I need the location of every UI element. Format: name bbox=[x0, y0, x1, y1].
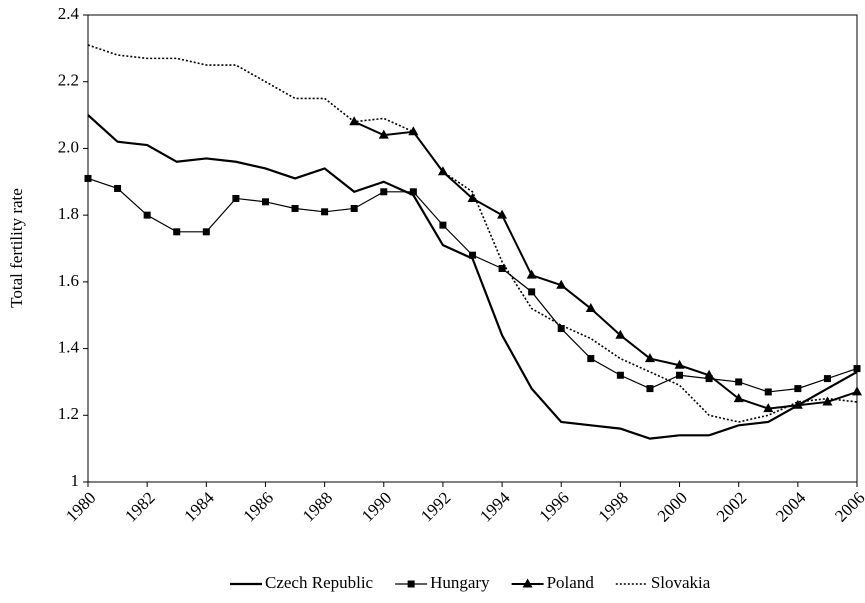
marker bbox=[114, 184, 122, 192]
marker bbox=[321, 208, 329, 216]
x-tick-label: 2004 bbox=[772, 488, 810, 526]
marker bbox=[644, 353, 655, 363]
y-tick-label: 1.6 bbox=[58, 271, 79, 290]
marker bbox=[557, 325, 565, 333]
marker bbox=[143, 211, 151, 219]
y-tick-label: 2.0 bbox=[58, 137, 79, 156]
marker bbox=[526, 269, 537, 279]
y-tick-label: 1 bbox=[71, 471, 80, 490]
marker bbox=[822, 396, 833, 406]
marker bbox=[528, 288, 536, 296]
marker bbox=[409, 188, 417, 196]
marker bbox=[497, 209, 508, 219]
marker bbox=[763, 403, 774, 413]
marker bbox=[764, 388, 772, 396]
x-tick-label: 2006 bbox=[831, 488, 865, 525]
legend-label: Czech Republic bbox=[265, 573, 374, 592]
x-tick-label: 1996 bbox=[535, 488, 572, 525]
marker bbox=[498, 265, 506, 273]
legend-label: Poland bbox=[547, 573, 595, 592]
legend-label: Slovakia bbox=[651, 573, 711, 592]
marker bbox=[674, 359, 685, 369]
y-tick-label: 1.8 bbox=[58, 204, 79, 223]
marker bbox=[735, 378, 743, 386]
plot-frame bbox=[87, 14, 858, 483]
marker bbox=[853, 365, 861, 373]
x-tick-label: 1994 bbox=[476, 488, 514, 526]
y-tick-label: 1.4 bbox=[58, 337, 80, 356]
marker bbox=[291, 204, 299, 212]
marker bbox=[616, 371, 624, 379]
legend-marker bbox=[407, 580, 415, 588]
marker bbox=[676, 371, 684, 379]
marker bbox=[646, 385, 654, 393]
series-line bbox=[87, 177, 858, 393]
marker bbox=[733, 393, 744, 403]
x-tick-label: 1988 bbox=[299, 488, 336, 525]
marker bbox=[704, 369, 715, 379]
x-tick-label: 1984 bbox=[180, 488, 218, 526]
marker bbox=[469, 251, 476, 259]
x-tick-label: 2000 bbox=[654, 488, 691, 525]
x-tick-label: 1992 bbox=[417, 488, 454, 525]
marker bbox=[380, 188, 388, 196]
marker bbox=[792, 399, 803, 409]
series-line bbox=[87, 44, 858, 423]
x-tick-label: 2002 bbox=[713, 488, 750, 525]
marker bbox=[261, 198, 269, 206]
marker bbox=[794, 385, 802, 393]
x-tick-label: 1982 bbox=[121, 488, 158, 525]
y-tick-label: 1.2 bbox=[58, 404, 79, 423]
x-tick-label: 1990 bbox=[358, 488, 395, 525]
legend-label: Hungary bbox=[430, 573, 490, 592]
series-line bbox=[87, 114, 858, 440]
marker bbox=[84, 174, 92, 182]
marker bbox=[615, 329, 626, 339]
x-tick-label: 1986 bbox=[240, 488, 277, 525]
y-tick-label: 2.2 bbox=[58, 71, 79, 90]
series-line bbox=[353, 120, 858, 410]
x-tick-label: 1998 bbox=[594, 488, 631, 525]
marker bbox=[408, 126, 419, 136]
marker bbox=[585, 303, 596, 313]
x-tick-label: 1980 bbox=[62, 488, 99, 525]
marker bbox=[350, 204, 358, 212]
marker bbox=[202, 228, 210, 236]
y-axis-label: Total fertility rate bbox=[7, 188, 26, 308]
marker bbox=[232, 194, 240, 202]
marker bbox=[439, 221, 447, 229]
marker bbox=[173, 228, 181, 236]
marker bbox=[587, 355, 595, 363]
marker bbox=[823, 375, 831, 383]
marker bbox=[556, 279, 567, 289]
marker bbox=[852, 386, 862, 396]
marker bbox=[378, 129, 389, 139]
legend-marker bbox=[522, 578, 533, 588]
y-tick-label: 2.4 bbox=[58, 4, 80, 23]
